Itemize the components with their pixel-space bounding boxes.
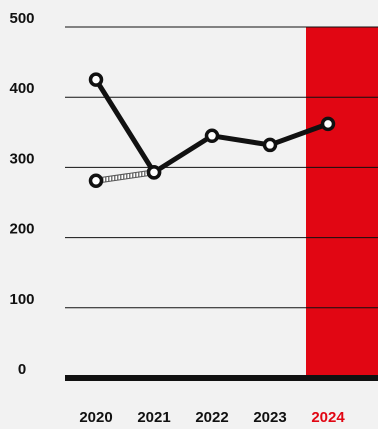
y-tick-label-500: 500: [9, 10, 34, 27]
series-0-line: [93, 77, 331, 175]
x-tick-label-2023: 2023: [253, 409, 286, 426]
x-tick-label-2021: 2021: [137, 409, 170, 426]
highlight-band-2024: [306, 27, 378, 378]
x-tick-label-2020: 2020: [79, 409, 112, 426]
series-1-hatched-segment: [95, 170, 155, 183]
x-tick-label-2024: 2024: [311, 409, 345, 426]
series-0-point-2024: [320, 116, 336, 132]
y-tick-label-300: 300: [9, 150, 34, 167]
y-tick-label-100: 100: [9, 291, 34, 308]
y-tick-label-0: 0: [18, 361, 26, 378]
x-tick-label-2022: 2022: [195, 409, 228, 426]
series-0-point-2023: [262, 137, 278, 153]
series-0-point-2020: [88, 72, 104, 87]
y-tick-label-400: 400: [9, 80, 34, 97]
series-0-point-2022: [204, 128, 220, 144]
y-tick-label-200: 200: [9, 221, 34, 238]
series-1-point-2021: [146, 165, 162, 180]
series-1-point-2020: [88, 173, 104, 188]
